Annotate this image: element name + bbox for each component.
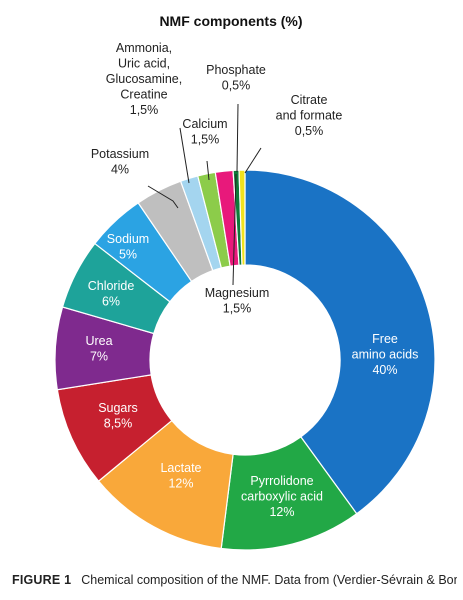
figure-label: FIGURE 1 [12,573,72,587]
chart-title: NMF components (%) [159,13,302,29]
label-phosphate: Phosphate 0,5% [206,63,266,93]
label-pyrrolidone-carboxylic-acid: Pyrrolidone carboxylic acid 12% [241,474,323,519]
label-free-amino-acids: Free amino acids 40% [352,332,419,377]
label-chloride: Chloride 6% [88,279,135,309]
slice-citrate-and-formate [238,169,246,266]
leader-citrate-and-formate [244,147,262,174]
slice-free-amino-acids [244,169,436,515]
label-sodium: Sodium 5% [107,232,149,262]
caption-text: Chemical composition of the NMF. Data fr… [81,573,457,587]
leader-lines-group [147,103,262,286]
leader-calcium [206,160,210,181]
labels-group: Free amino acids 40% Pyrrolidone carboxylic … [85,41,418,519]
leader-phosphate [236,103,239,173]
label-ammonia-uric-acid-glucosamine-creatine: Ammonia, Uric acid, Glucosamine, Creatine 1,… [106,41,182,117]
leader-ammonia-uric-acid-glucosamine-creatine [179,127,190,184]
label-lactate: Lactate 12% [160,461,201,491]
label-urea: Urea 7% [85,334,112,364]
label-magnesium: Magnesium 1,5% [205,286,270,316]
leader-potassium [147,185,179,209]
figure-caption: FIGURE 1 Chemical composition of the NMF.… [12,570,457,600]
leader-magnesium [232,173,237,286]
donut-chart: NMF components (%) Free amino acids 40% Pyr… [54,13,436,551]
label-potassium: Potassium 4% [91,147,149,177]
label-calcium: Calcium 1,5% [182,117,227,147]
label-citrate-and-formate: Citrate and formate 0,5% [276,93,343,138]
slices-group [54,169,436,551]
label-sugars: Sugars 8,5% [98,401,138,431]
